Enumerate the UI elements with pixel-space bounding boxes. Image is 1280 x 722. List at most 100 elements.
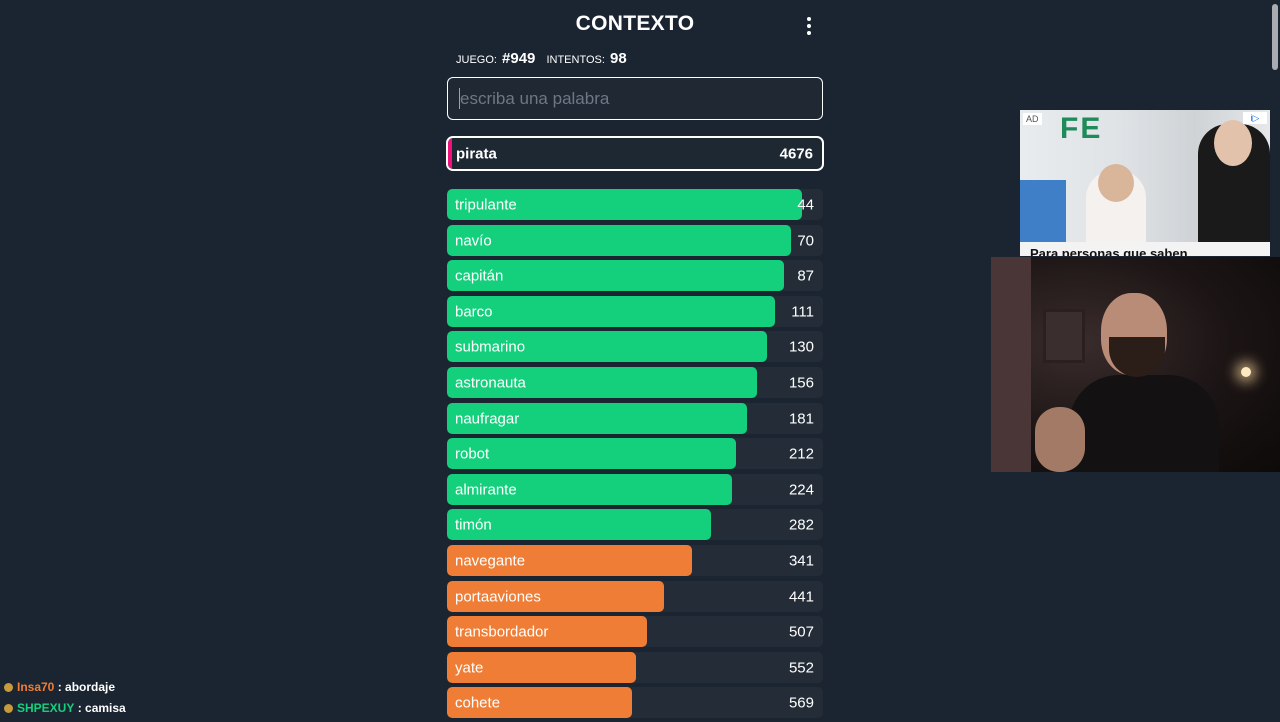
guess-rank: 282 (788, 516, 814, 533)
chat-text: : abordaje (57, 680, 116, 694)
menu-dot (807, 24, 811, 28)
webcam-lamp-light (1241, 367, 1251, 377)
ad-model-left (1086, 164, 1146, 242)
guess-word: tripulante (455, 196, 517, 213)
scrollbar-thumb[interactable] (1272, 4, 1278, 70)
guess-row: submarino 130 (447, 331, 823, 362)
game-stats: juego: #949 intentos: 98 (456, 50, 635, 67)
similarity-bar (447, 367, 757, 398)
game-label: juego: (456, 54, 497, 66)
guess-row: transbordador 507 (447, 616, 823, 647)
guess-word: robot (455, 445, 490, 462)
similarity-bar (447, 687, 632, 718)
guess-row: cohete 569 (447, 687, 823, 718)
guess-rank: 341 (788, 552, 814, 569)
guess-row: tripulante 44 (447, 189, 823, 220)
current-guess-row: pirata 4676 (446, 136, 824, 171)
similarity-bar (447, 652, 636, 683)
ad-brand-logo: FE (1060, 112, 1103, 145)
guess-word: submarino (455, 338, 526, 355)
similarity-bar (447, 189, 802, 220)
guess-rank: 224 (788, 481, 814, 498)
ad-model-right (1198, 120, 1270, 242)
similarity-bar (447, 296, 775, 327)
page-title: CONTEXTO (575, 12, 695, 35)
guess-rank: 111 (791, 303, 814, 320)
ad-choices-icon[interactable]: i▷ (1243, 112, 1267, 124)
guess-rank: 181 (788, 410, 814, 427)
attempts-count: 98 (610, 50, 627, 67)
guess-word: portaaviones (455, 588, 541, 605)
guess-rank: 552 (788, 659, 814, 676)
guess-rank: 87 (797, 267, 814, 284)
guess-word: transbordador (455, 623, 549, 640)
game-number: #949 (502, 50, 536, 67)
similarity-bar (447, 225, 791, 256)
similarity-bar (447, 474, 732, 505)
guess-row: naufragar 181 (447, 403, 823, 434)
guess-word: yate (455, 659, 484, 676)
webcam-wall (991, 257, 1031, 472)
guess-row: astronauta 156 (447, 367, 823, 398)
similarity-bar (447, 403, 747, 434)
similarity-bar (447, 616, 647, 647)
ad-jersey-image (1020, 180, 1066, 242)
guess-word: naufragar (455, 410, 520, 427)
chat-text: : camisa (77, 701, 126, 715)
guess-rank: 44 (797, 196, 814, 213)
guess-row: almirante 224 (447, 474, 823, 505)
similarity-bar (447, 260, 784, 291)
guess-word: barco (455, 303, 493, 320)
guess-row: timón 282 (447, 509, 823, 540)
guess-word: navío (455, 232, 492, 249)
ad-label: AD (1023, 113, 1042, 125)
chat-badge-icon (4, 683, 13, 692)
guess-word: cohete (455, 694, 501, 711)
word-input[interactable] (447, 77, 823, 120)
stream-chat: Insa70 : abordaje SHPEXUY : camisa (4, 680, 126, 722)
guess-row: barco 111 (447, 296, 823, 327)
guess-row: capitán 87 (447, 260, 823, 291)
guess-rank: 441 (788, 588, 814, 605)
current-guess-accent (448, 138, 452, 169)
attempts-label: intentos: (546, 54, 605, 66)
guess-word: navegante (455, 552, 526, 569)
menu-dot (807, 31, 811, 35)
chat-message: Insa70 : abordaje (4, 680, 126, 701)
webcam-overlay (991, 257, 1280, 472)
guess-rank: 569 (788, 694, 814, 711)
guess-row: yate 552 (447, 652, 823, 683)
vertical-dots-icon[interactable] (799, 14, 819, 38)
webcam-picture-frame (1043, 309, 1085, 363)
guess-row: portaaviones 441 (447, 581, 823, 612)
guess-word: almirante (455, 481, 517, 498)
ad-headline[interactable]: Para personas que saben (1030, 246, 1188, 256)
guess-word: timón (455, 516, 492, 533)
similarity-bar (447, 545, 692, 576)
ad-image[interactable]: FE (1020, 110, 1270, 242)
guess-row: robot 212 (447, 438, 823, 469)
guess-row: navío 70 (447, 225, 823, 256)
guess-rank: 70 (797, 232, 814, 249)
chat-message: SHPEXUY : camisa (4, 701, 126, 722)
similarity-bar (447, 331, 767, 362)
current-guess-rank: 4676 (779, 145, 813, 162)
webcam-person-arm (1035, 407, 1085, 472)
guess-rank: 130 (788, 338, 814, 355)
guess-word: astronauta (455, 374, 526, 391)
guess-word: capitán (455, 267, 504, 284)
similarity-bar (447, 438, 736, 469)
ad-banner[interactable]: FE AD Para personas que saben (1020, 110, 1270, 256)
guess-rank: 156 (788, 374, 814, 391)
webcam-person-body (1069, 375, 1219, 472)
chat-username: Insa70 (17, 680, 55, 694)
text-caret (459, 88, 460, 109)
chat-username: SHPEXUY (17, 701, 75, 715)
current-guess-word: pirata (456, 145, 497, 162)
menu-dot (807, 17, 811, 21)
chat-badge-icon (4, 704, 13, 713)
guess-row: navegante 341 (447, 545, 823, 576)
similarity-bar (447, 581, 664, 612)
guess-rank: 507 (788, 623, 814, 640)
guess-rank: 212 (788, 445, 814, 462)
